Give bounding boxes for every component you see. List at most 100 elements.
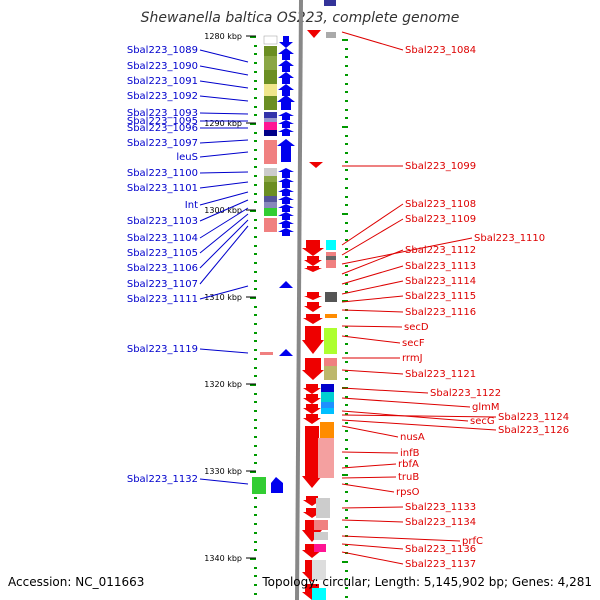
- gene-label[interactable]: Sbal223_1103: [127, 216, 198, 227]
- gene-label[interactable]: Sbal223_1110: [474, 233, 545, 244]
- gene-label[interactable]: prfC: [462, 536, 483, 547]
- tick-mark: [254, 454, 257, 456]
- forward-gene-arrow[interactable]: [278, 120, 294, 128]
- gene-label[interactable]: Sbal223_1084: [405, 45, 476, 56]
- forward-gene-arrow[interactable]: [278, 112, 294, 120]
- gene-label[interactable]: secG: [470, 416, 495, 427]
- gene-label[interactable]: secF: [402, 338, 425, 349]
- forward-gene-arrow[interactable]: [278, 60, 294, 72]
- reverse-gene-arrow[interactable]: [302, 240, 324, 256]
- gene-label[interactable]: Sbal223_1096: [127, 123, 198, 134]
- gene-label[interactable]: Sbal223_1114: [405, 276, 476, 287]
- reverse-gene-arrow[interactable]: [303, 394, 321, 404]
- reverse-gene-arrow[interactable]: [304, 256, 322, 266]
- reverse-gene-arrow[interactable]: [303, 384, 321, 394]
- reverse-gene-arrow[interactable]: [304, 292, 322, 300]
- reverse-gene-arrow[interactable]: [303, 314, 323, 324]
- reverse-gene-arrow[interactable]: [302, 358, 324, 380]
- gene-label[interactable]: rpsO: [396, 487, 420, 498]
- gene-label[interactable]: Sbal223_1106: [127, 263, 198, 274]
- reverse-gene-arrow[interactable]: [304, 302, 322, 312]
- forward-gene-arrow[interactable]: [278, 204, 294, 212]
- leader-line: [341, 463, 397, 469]
- leader-line: [341, 483, 395, 493]
- category-band: [326, 240, 336, 250]
- leader-line: [341, 476, 397, 479]
- gene-label[interactable]: Sbal223_1121: [405, 369, 476, 380]
- gene-label[interactable]: Sbal223_1089: [127, 45, 198, 56]
- forward-gene-arrow[interactable]: [278, 128, 294, 136]
- reverse-gene-arrow[interactable]: [307, 30, 321, 38]
- forward-gene-arrow[interactable]: [278, 212, 294, 220]
- forward-gene-arrow[interactable]: [278, 178, 294, 188]
- gene-label[interactable]: Sbal223_1112: [405, 245, 476, 256]
- reverse-gene-arrow[interactable]: [302, 326, 324, 354]
- forward-gene-arrow[interactable]: [271, 477, 283, 493]
- tick-mark: [345, 283, 348, 285]
- gene-label[interactable]: Sbal223_1116: [405, 307, 476, 318]
- tick-mark: [345, 48, 348, 50]
- gene-label[interactable]: Sbal223_1133: [405, 502, 476, 513]
- gene-label[interactable]: Sbal223_1126: [498, 425, 569, 436]
- gene-label[interactable]: Sbal223_1104: [127, 233, 198, 244]
- forward-gene-arrow[interactable]: [278, 168, 294, 178]
- gene-label[interactable]: secD: [404, 322, 429, 333]
- gene-label[interactable]: Sbal223_1095: [127, 116, 198, 127]
- gene-label[interactable]: Sbal223_1119: [127, 344, 198, 355]
- gene-label[interactable]: Sbal223_1090: [127, 61, 198, 72]
- gene-label[interactable]: leuS: [176, 152, 198, 163]
- gene-label[interactable]: Sbal223_1093: [127, 108, 198, 119]
- forward-gene-arrow[interactable]: [278, 228, 294, 236]
- tick-mark: [254, 45, 257, 47]
- reverse-gene-arrow[interactable]: [304, 266, 322, 272]
- gene-label[interactable]: Sbal223_1107: [127, 279, 198, 290]
- gene-label[interactable]: Sbal223_1105: [127, 248, 198, 259]
- forward-gene-arrow[interactable]: [279, 281, 293, 288]
- tick-mark: [254, 288, 257, 290]
- tick-mark: [345, 256, 348, 258]
- gene-label[interactable]: Sbal223_1100: [127, 168, 198, 179]
- gene-label[interactable]: rrmJ: [402, 353, 423, 364]
- gene-label[interactable]: Sbal223_1122: [430, 388, 501, 399]
- gene-label[interactable]: Sbal223_1113: [405, 261, 476, 272]
- gene-label[interactable]: glmM: [472, 402, 500, 413]
- forward-gene-arrow[interactable]: [279, 36, 293, 48]
- forward-gene-arrow[interactable]: [278, 48, 294, 60]
- gene-label[interactable]: Sbal223_1092: [127, 91, 198, 102]
- gene-label[interactable]: truB: [398, 472, 419, 483]
- gene-label[interactable]: Sbal223_1111: [127, 294, 198, 305]
- gene-label[interactable]: Sbal223_1132: [127, 474, 198, 485]
- gene-label[interactable]: infB: [400, 448, 420, 459]
- reverse-gene-arrow[interactable]: [303, 404, 321, 414]
- gene-label[interactable]: Sbal223_1097: [127, 138, 198, 149]
- forward-gene-arrow[interactable]: [277, 95, 295, 110]
- forward-gene-arrow[interactable]: [277, 139, 295, 162]
- category-band: [321, 402, 334, 408]
- forward-gene-arrow[interactable]: [278, 196, 294, 204]
- reverse-gene-arrow[interactable]: [303, 414, 321, 424]
- tick-mark: [254, 71, 257, 73]
- forward-gene-arrow[interactable]: [279, 349, 293, 356]
- gene-label[interactable]: Sbal223_1136: [405, 544, 476, 555]
- gene-label[interactable]: nusA: [400, 432, 425, 443]
- reverse-gene-arrow[interactable]: [309, 162, 323, 168]
- gene-label[interactable]: Sbal223_1108: [405, 199, 476, 210]
- forward-gene-arrow[interactable]: [278, 72, 294, 84]
- gene-label[interactable]: rbfA: [398, 459, 419, 470]
- reverse-gene-arrow[interactable]: [302, 426, 322, 488]
- tick-mark: [345, 396, 348, 398]
- forward-gene-arrow[interactable]: [278, 84, 294, 96]
- gene-label[interactable]: Sbal223_1109: [405, 214, 476, 225]
- gene-label[interactable]: Sbal223_1124: [498, 412, 569, 423]
- gene-label[interactable]: Sbal223_1137: [405, 559, 476, 570]
- gene-label[interactable]: Sbal223_1091: [127, 76, 198, 87]
- gene-label[interactable]: Sbal223_1099: [405, 161, 476, 172]
- gene-label[interactable]: Int: [185, 200, 198, 211]
- gene-label[interactable]: Sbal223_1134: [405, 517, 476, 528]
- forward-gene-arrow[interactable]: [278, 188, 294, 196]
- tick-mark: [254, 166, 257, 168]
- gene-label[interactable]: Sbal223_1115: [405, 291, 476, 302]
- forward-gene-arrow[interactable]: [278, 220, 294, 228]
- tick-mark: [254, 427, 257, 429]
- gene-label[interactable]: Sbal223_1101: [127, 183, 198, 194]
